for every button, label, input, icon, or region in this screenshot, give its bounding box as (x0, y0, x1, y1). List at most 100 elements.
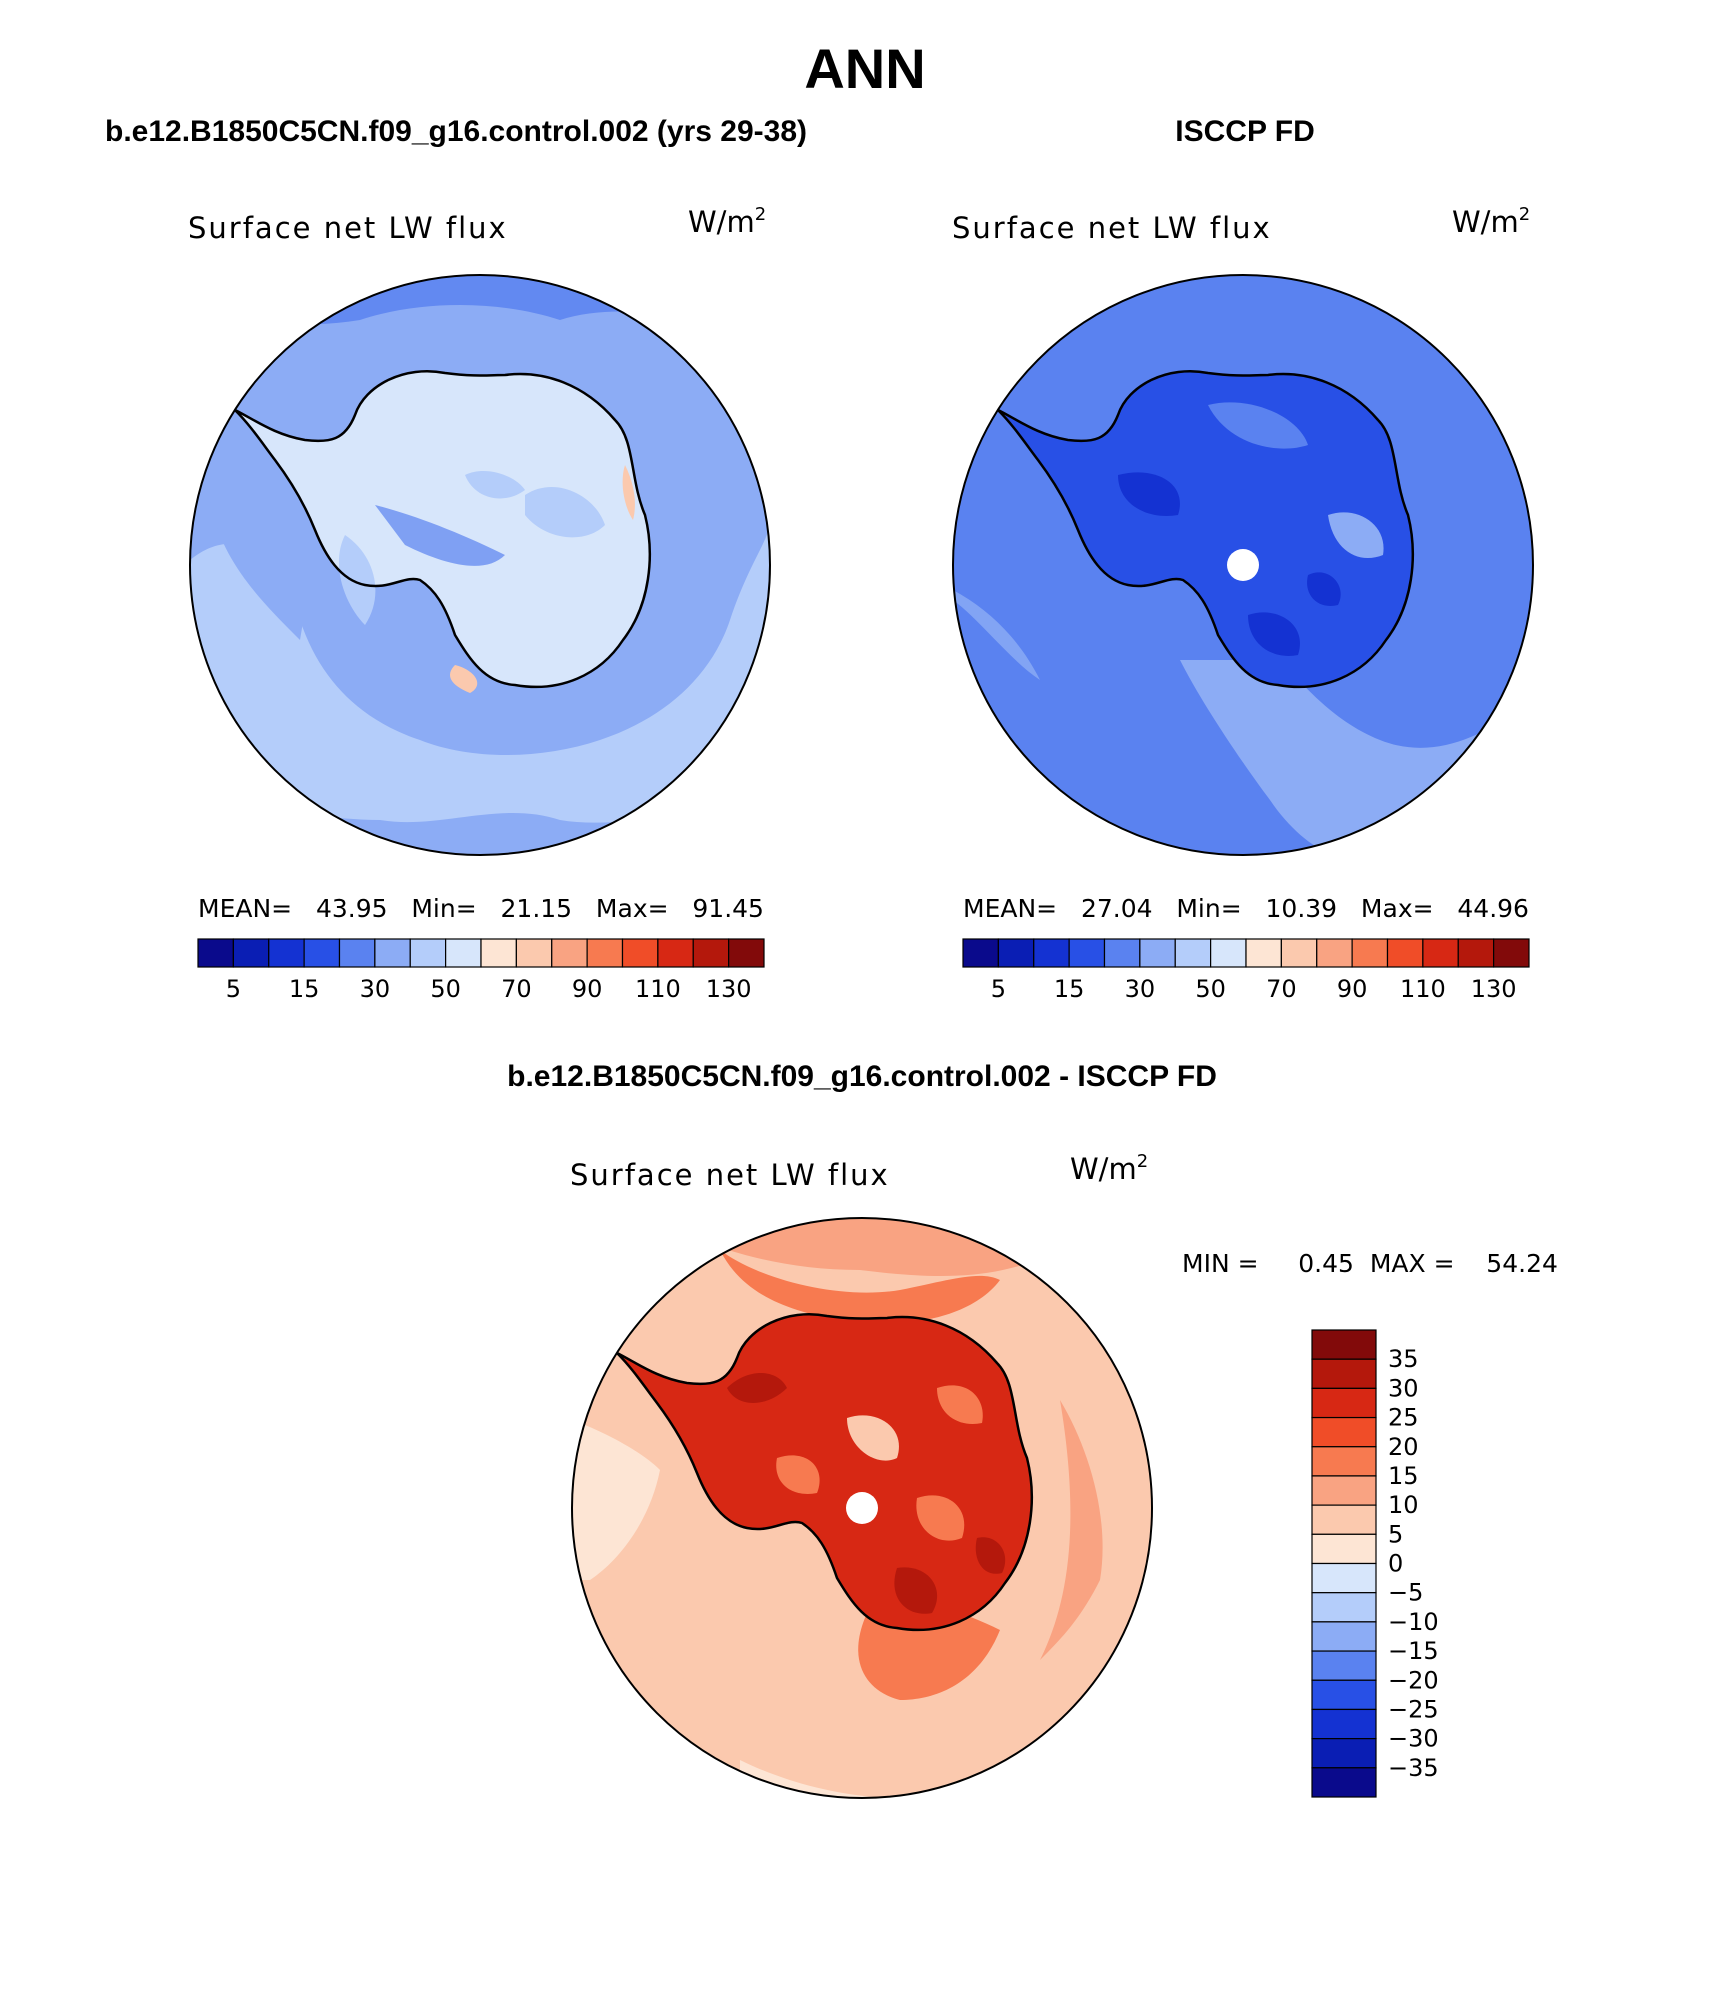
colorbar-swatch (1311, 1650, 1377, 1681)
colorbar-swatch (445, 938, 482, 968)
colorbar-swatch (1210, 938, 1247, 968)
model-stats: MEAN= 43.95 Min= 21.15 Max= 91.45 (198, 894, 764, 923)
colorbar-tick-label: 90 (1337, 975, 1368, 1003)
obs-panel: Surface net LW flux W/m2 MEAN= 27.04 Min… (952, 204, 1534, 1003)
colorbar-swatch (1311, 1533, 1377, 1565)
colorbar-swatch (1457, 938, 1495, 968)
colorbar-swatch (551, 938, 588, 968)
colorbar-tick-label: 20 (1388, 1433, 1419, 1461)
diff-panel-title: b.e12.B1850C5CN.f09_g16.control.002 - IS… (507, 1060, 1217, 1093)
obs-map-border (952, 274, 1534, 856)
colorbar-swatch (1139, 938, 1176, 968)
colorbar-tick-label: 130 (1471, 975, 1517, 1003)
diff-field-label: Surface net LW flux (570, 1158, 890, 1192)
colorbar-swatch (1311, 1708, 1377, 1740)
diff-panel: Surface net LW flux W/m2 (570, 1151, 1558, 1799)
colorbar-swatch (1493, 938, 1530, 968)
colorbar-tick-label: −20 (1388, 1666, 1439, 1694)
colorbar-tick-label: 15 (1054, 975, 1085, 1003)
colorbar-tick-label: 15 (289, 975, 320, 1003)
colorbar-swatch (621, 938, 659, 968)
diff-map (572, 1218, 1152, 1798)
colorbar-swatch (1103, 938, 1141, 968)
colorbar-swatch (1311, 1738, 1377, 1769)
colorbar-swatch (480, 938, 517, 968)
colorbar-swatch (1311, 1767, 1377, 1798)
colorbar-tick-label: 30 (1125, 975, 1156, 1003)
colorbar-swatch (1033, 938, 1070, 968)
colorbar-swatch (1311, 1592, 1377, 1623)
colorbar-swatch (692, 938, 730, 968)
colorbar-swatch (1311, 1475, 1377, 1506)
obs-field-label: Surface net LW flux (952, 211, 1272, 245)
obs-stats: MEAN= 27.04 Min= 10.39 Max= 44.96 (963, 894, 1529, 923)
colorbar-tick-label: −15 (1388, 1637, 1439, 1665)
colorbar-swatch (1311, 1504, 1377, 1535)
colorbar-swatch (1311, 1416, 1377, 1448)
colorbar-tick-label: 10 (1388, 1491, 1419, 1519)
colorbar-swatch (232, 938, 270, 968)
diff-map-border (571, 1217, 1153, 1799)
model-colorbar-ticks: 5 15 30 50 70 90 110 130 (226, 975, 752, 1003)
colorbar-tick-label: 30 (1388, 1374, 1419, 1402)
diff-stats: MIN = 0.45 MAX = 54.24 (1182, 1249, 1558, 1278)
colorbar-tick-label: −10 (1388, 1608, 1439, 1636)
obs-colorbar (962, 938, 1530, 968)
colorbar-swatch (1316, 938, 1353, 968)
model-field-label: Surface net LW flux (188, 211, 508, 245)
colorbar-tick-label: 70 (1266, 975, 1297, 1003)
colorbar-swatch (1311, 1387, 1377, 1419)
model-colorbar (197, 938, 765, 968)
colorbar-tick-label: 5 (226, 975, 241, 1003)
colorbar-swatch (1311, 1562, 1377, 1594)
colorbar-swatch (1386, 938, 1424, 968)
colorbar-swatch (1311, 1446, 1377, 1477)
colorbar-tick-label: 110 (1400, 975, 1446, 1003)
colorbar-swatch (1280, 938, 1318, 968)
colorbar-tick-label: 90 (572, 975, 603, 1003)
colorbar-swatch (197, 938, 234, 968)
colorbar-tick-label: −5 (1388, 1579, 1423, 1607)
colorbar-swatch (1245, 938, 1282, 968)
colorbar-tick-label: 35 (1388, 1345, 1419, 1373)
colorbar-swatch (1311, 1358, 1377, 1389)
obs-pole-marker (1227, 549, 1259, 581)
model-panel-title: b.e12.B1850C5CN.f09_g16.control.002 (yrs… (105, 115, 807, 148)
obs-colorbar-ticks: 5 15 30 50 70 90 110 130 (991, 975, 1517, 1003)
figure-title: ANN (804, 37, 925, 100)
obs-panel-title: ISCCP FD (1175, 115, 1314, 148)
colorbar-swatch (586, 938, 624, 968)
colorbar-swatch (338, 938, 376, 968)
colorbar-swatch (409, 938, 447, 968)
colorbar-swatch (1068, 938, 1106, 968)
colorbar-tick-label: 50 (430, 975, 461, 1003)
colorbar-tick-label: 70 (501, 975, 532, 1003)
model-map (190, 275, 770, 855)
diff-pole-marker (846, 1492, 878, 1524)
colorbar-swatch (515, 938, 553, 968)
obs-map (953, 275, 1533, 855)
colorbar-swatch (1311, 1621, 1377, 1652)
colorbar-swatch (728, 938, 765, 968)
colorbar-swatch (657, 938, 694, 968)
colorbar-tick-label: 30 (360, 975, 391, 1003)
colorbar-swatch (374, 938, 411, 968)
colorbar-tick-label: −35 (1388, 1754, 1439, 1782)
colorbar-swatch (1174, 938, 1212, 968)
colorbar-tick-label: 5 (991, 975, 1006, 1003)
model-panel: Surface net LW flux W/m2 MEAN= 43.95 Min… (188, 204, 771, 1003)
colorbar-swatch (962, 938, 999, 968)
colorbar-tick-label: 130 (706, 975, 752, 1003)
colorbar-swatch (997, 938, 1035, 968)
colorbar-tick-label: 5 (1388, 1520, 1403, 1548)
colorbar-swatch (268, 938, 305, 968)
colorbar-tick-label: 15 (1388, 1462, 1419, 1490)
diff-units: W/m2 (1070, 1151, 1148, 1186)
colorbar-swatch (1311, 1329, 1377, 1360)
colorbar-tick-label: 25 (1388, 1404, 1419, 1432)
colorbar-swatch (1311, 1679, 1377, 1711)
colorbar-tick-label: 50 (1195, 975, 1226, 1003)
colorbar-swatch (303, 938, 341, 968)
colorbar-swatch (1422, 938, 1459, 968)
